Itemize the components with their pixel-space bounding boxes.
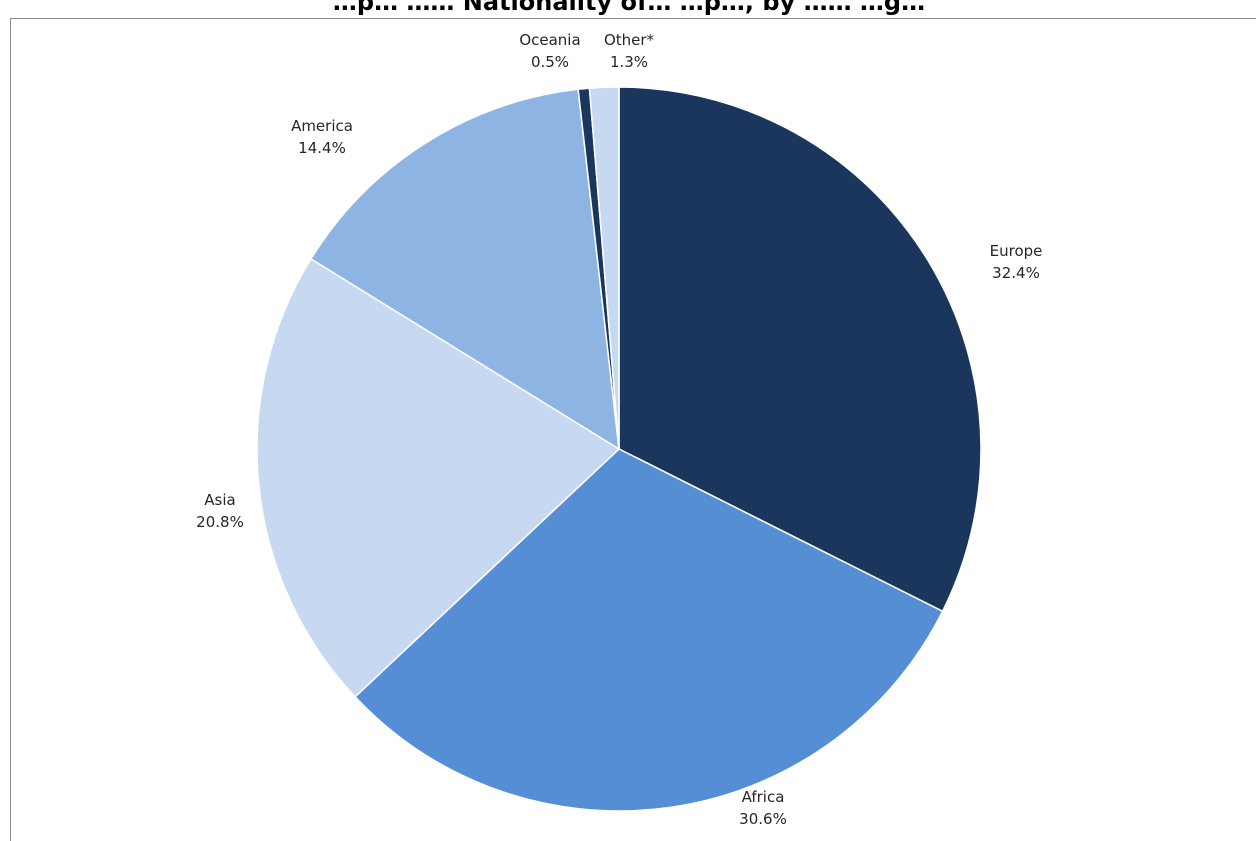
chart-title: …p… …… Nationality of… …p…, by …… …g… bbox=[332, 0, 926, 16]
slice-value-asia: 20.8% bbox=[196, 513, 244, 531]
pie-slice-america bbox=[309, 88, 620, 451]
chart-area bbox=[10, 18, 1256, 841]
slice-value-other: 1.3% bbox=[610, 53, 648, 71]
slice-value-africa: 30.6% bbox=[739, 810, 787, 828]
slice-label-oceania: Oceania bbox=[519, 31, 580, 49]
slice-label-africa: Africa bbox=[742, 788, 785, 806]
slice-value-america: 14.4% bbox=[298, 139, 346, 157]
slice-label-europe: Europe bbox=[990, 242, 1043, 260]
slice-value-europe: 32.4% bbox=[992, 264, 1040, 282]
slice-label-america: America bbox=[291, 117, 353, 135]
slice-label-asia: Asia bbox=[204, 491, 235, 509]
slice-value-oceania: 0.5% bbox=[531, 53, 569, 71]
pie-slice-other bbox=[588, 86, 620, 450]
pie-slice-asia bbox=[256, 257, 621, 698]
pie-slice-africa bbox=[354, 448, 944, 812]
pie-labels: Europe 32.4% Africa 30.6% Asia 20.8% America 14… bbox=[196, 31, 1042, 828]
pie-slice-europe bbox=[618, 86, 982, 613]
slice-label-other: Other* bbox=[604, 31, 655, 49]
pie-slices bbox=[256, 86, 982, 812]
